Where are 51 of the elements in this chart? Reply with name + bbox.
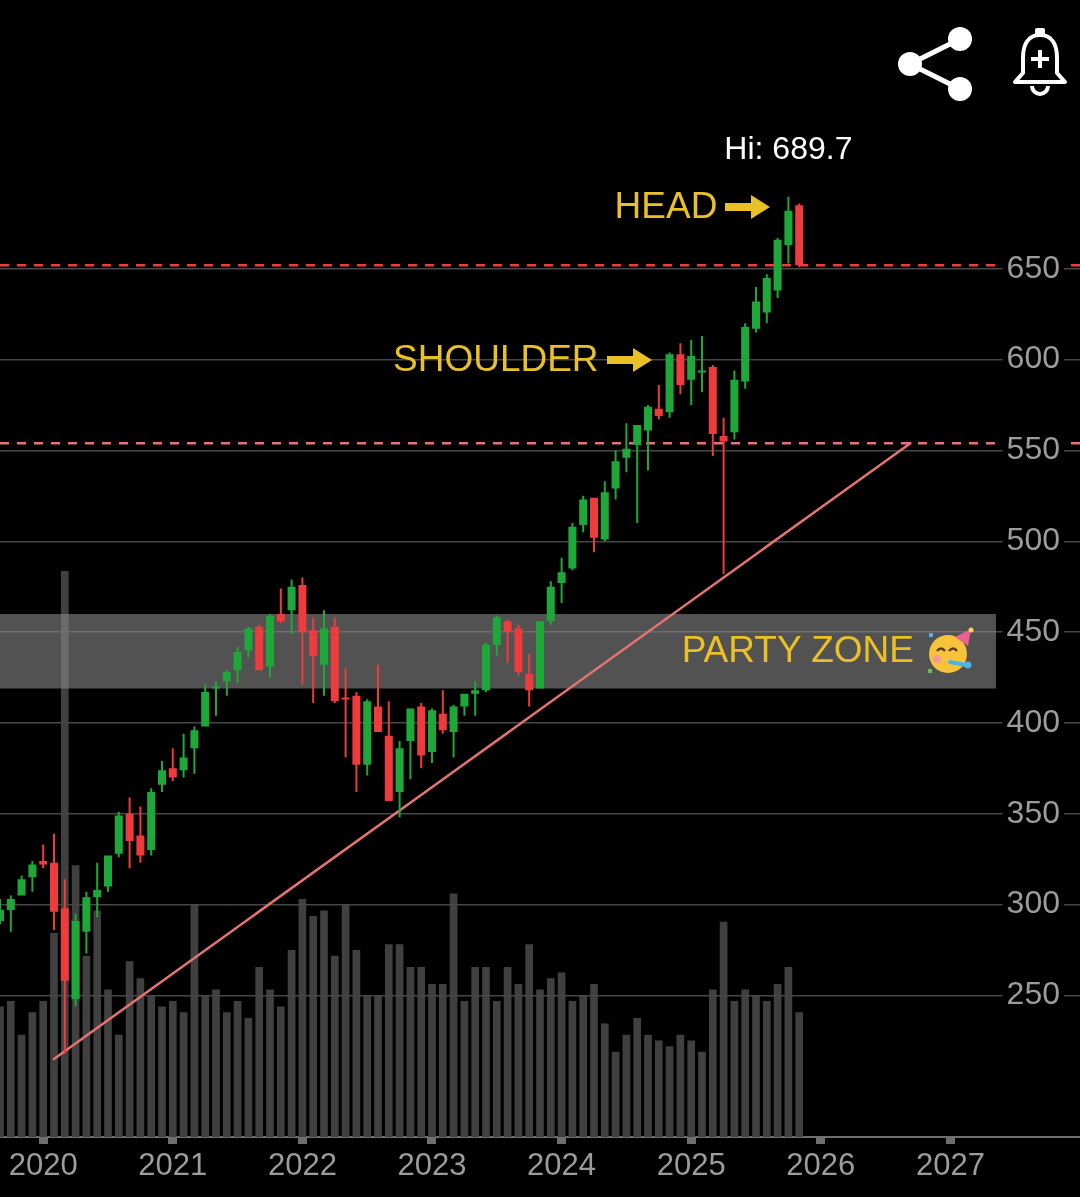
bar xyxy=(762,1000,771,1137)
bar xyxy=(795,1012,804,1137)
annotation: HEAD xyxy=(614,185,718,227)
bar xyxy=(179,1012,188,1137)
y-tick-label: 550 xyxy=(1006,430,1060,467)
bar xyxy=(114,1034,123,1137)
x-tick-label: 2027 xyxy=(915,1147,985,1183)
bar xyxy=(644,1034,652,1137)
y-tick-label: 450 xyxy=(1006,611,1060,648)
bar xyxy=(665,1046,674,1137)
y-tick-label: 400 xyxy=(1006,702,1060,739)
bar xyxy=(276,1006,285,1137)
candlestick xyxy=(719,417,728,574)
bar xyxy=(633,1017,642,1137)
y-tick-label: 600 xyxy=(1006,339,1060,376)
y-tick-label: 500 xyxy=(1006,521,1060,558)
x-tick-label: 2020 xyxy=(8,1147,78,1183)
x-tick-label: 2023 xyxy=(397,1147,467,1183)
x-tick-label: 2026 xyxy=(786,1147,856,1183)
bar xyxy=(158,1006,166,1137)
candlestick xyxy=(212,681,220,716)
bar xyxy=(492,1000,501,1137)
y-tick-label: 350 xyxy=(1006,793,1060,830)
bar xyxy=(568,1000,577,1137)
bar xyxy=(460,1000,469,1137)
candlestick xyxy=(471,681,480,716)
annotation: SHOULDER xyxy=(392,337,599,379)
bar xyxy=(600,1023,609,1137)
x-tick-label: 2025 xyxy=(656,1147,726,1183)
y-tick-label: 300 xyxy=(1006,884,1060,921)
bar xyxy=(698,1051,706,1137)
bar xyxy=(611,1051,620,1137)
bar xyxy=(17,1034,26,1137)
bar xyxy=(676,1034,685,1137)
candlestick xyxy=(698,336,706,393)
bar xyxy=(730,1000,739,1137)
x-tick-label: 2022 xyxy=(267,1147,337,1183)
y-tick-label: 250 xyxy=(1006,975,1060,1012)
bar xyxy=(654,1040,663,1137)
bar xyxy=(233,1000,242,1137)
bar xyxy=(28,1012,37,1137)
bar xyxy=(222,1012,231,1137)
x-tick-label: 2021 xyxy=(138,1147,208,1183)
y-tick-label: 650 xyxy=(1006,248,1060,285)
band-label: PARTY ZONE xyxy=(681,629,914,671)
bar xyxy=(244,1017,253,1137)
candlestick xyxy=(39,844,48,869)
annotation: Hi: 689.7 xyxy=(724,129,853,166)
bar xyxy=(622,1034,631,1137)
x-tick-label: 2024 xyxy=(527,1147,597,1183)
candlestick xyxy=(341,668,350,758)
